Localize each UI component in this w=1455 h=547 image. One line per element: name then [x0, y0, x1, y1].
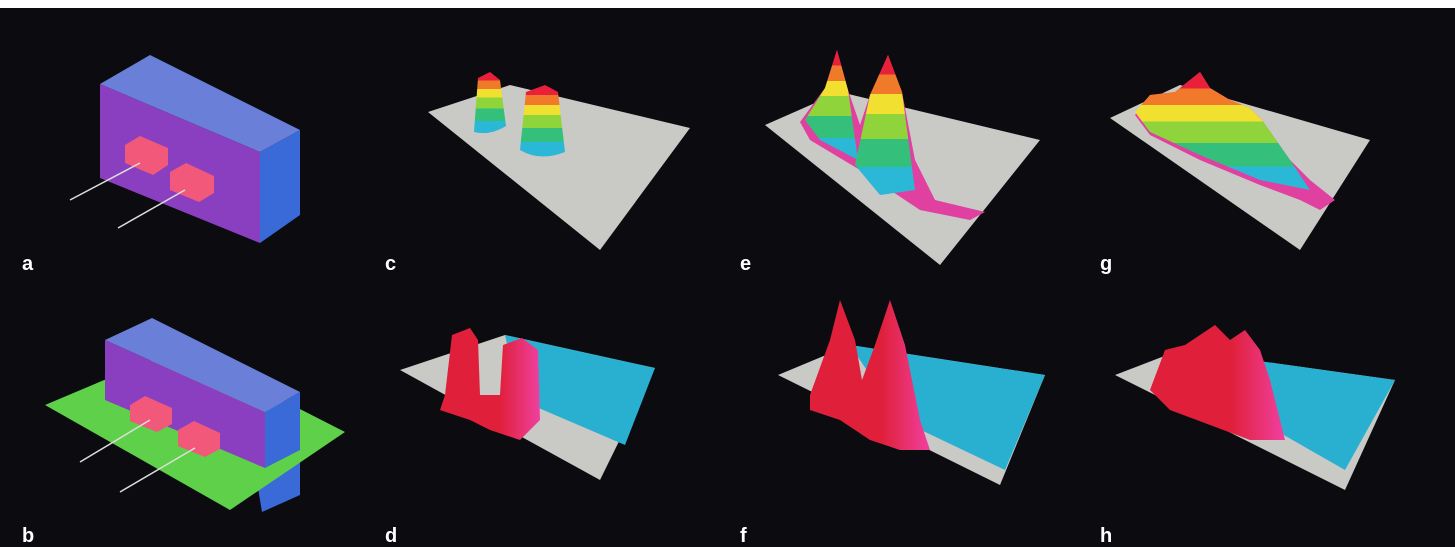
box-front [100, 84, 260, 243]
box-side [260, 130, 300, 243]
panel-label: c [385, 253, 396, 275]
peak [1150, 325, 1285, 440]
peak [440, 328, 540, 440]
peak [810, 300, 930, 450]
panel-label: f [740, 525, 747, 547]
panel-label: g [1100, 253, 1112, 275]
peak [855, 55, 915, 195]
box-front [105, 340, 265, 468]
panel-label: a [22, 253, 34, 275]
detector [130, 396, 172, 432]
peak [805, 50, 858, 160]
box-top [105, 318, 300, 412]
box-side [265, 392, 300, 468]
detector [178, 421, 220, 457]
box-top [100, 55, 300, 152]
beam [119, 447, 196, 493]
region [505, 335, 655, 445]
peak [520, 85, 565, 157]
peak [474, 72, 506, 134]
peak [1135, 72, 1310, 190]
panel-label: e [740, 253, 751, 275]
beam [117, 189, 186, 229]
panel-label: d [385, 525, 397, 547]
beam [79, 419, 151, 463]
beam [69, 162, 141, 201]
panel-label: b [22, 525, 34, 547]
panel-label: h [1100, 525, 1112, 547]
top-border [0, 0, 1455, 8]
